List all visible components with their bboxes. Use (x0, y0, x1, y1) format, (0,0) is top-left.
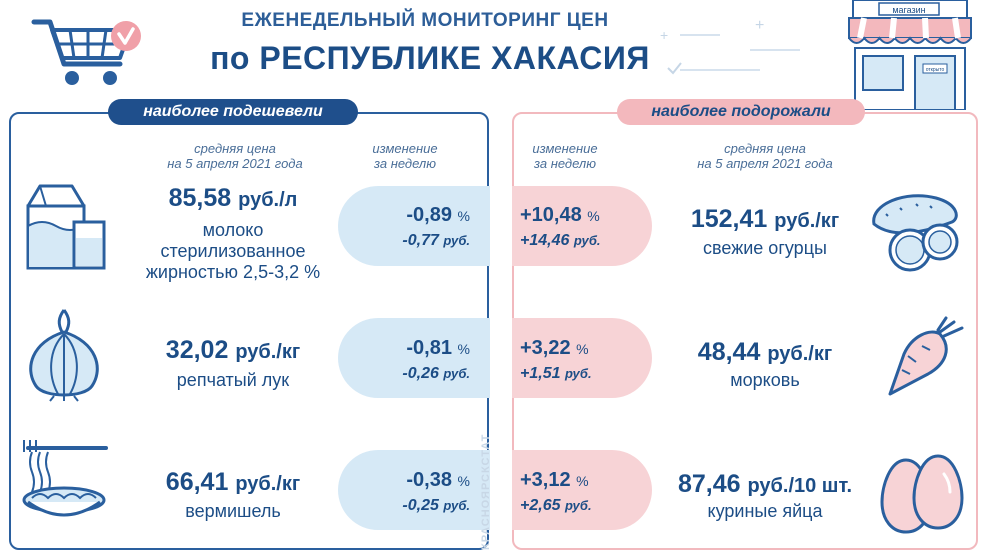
milk-name: молоко стерилизованное жирностью 2,5-3,2… (145, 220, 321, 282)
noodles-price: 66,41 руб./кг (165, 468, 301, 496)
eggs-change-rub: +2,65 руб. (520, 497, 592, 514)
pricier-label: наиболее подорожали (617, 99, 865, 125)
right-col-change-header: изменение за неделю (532, 141, 598, 171)
shop-sign-text: магазин (892, 5, 925, 15)
eggs-name: куриные яйца (707, 501, 823, 521)
eggs-change-bubble (512, 450, 652, 530)
watermark: КРАСНОЯРСКСТАТ (480, 433, 492, 550)
milk-change-bubble (338, 186, 490, 266)
shop-door-sign-text: открыто (926, 67, 945, 73)
eggs-icon (876, 446, 968, 538)
carrot-price: 48,44 руб./кг (697, 338, 833, 366)
left-col-change-header: изменение за неделю (372, 141, 438, 171)
right-col-price-header: средняя цена на 5 апреля 2021 года (697, 141, 833, 171)
decorative-marks: + + (650, 10, 830, 90)
onion-price: 32,02 руб./кг (165, 336, 301, 364)
left-col-price-header: средняя цена на 5 апреля 2021 года (167, 141, 303, 171)
cheaper-label: наиболее подешевели (108, 99, 358, 125)
cucumber-icon (866, 184, 966, 276)
cucumber-name: свежие огурцы (703, 238, 827, 258)
noodles-change-bubble (338, 450, 490, 530)
carrot-name: морковь (730, 370, 800, 390)
onion-change-percent: -0,81 % (406, 337, 470, 359)
noodles-name: вермишель (185, 501, 281, 521)
cucumber-change-bubble (512, 186, 652, 266)
cucumber-price: 152,41 руб./кг (690, 205, 840, 233)
cart-logo-icon (30, 12, 145, 92)
onion-name: репчатый лук (176, 370, 290, 390)
noodles-change-percent: -0,38 % (406, 469, 470, 491)
svg-text:+: + (660, 27, 668, 43)
carrot-change-rub: +1,51 руб. (520, 365, 592, 382)
shop-icon: магазин открыто (845, 0, 975, 111)
noodles-icon (14, 436, 114, 528)
milk-price: 85,58 руб./л (168, 184, 298, 212)
onion-change-bubble (338, 318, 490, 398)
title-line1: ЕЖЕНЕДЕЛЬНЫЙ МОНИТОРИНГ ЦЕН (241, 10, 609, 31)
onion-icon (18, 306, 110, 402)
cucumber-change-rub: +14,46 руб. (520, 232, 601, 249)
cucumber-change-percent: +10,48 % (520, 204, 600, 226)
eggs-price: 87,46 руб./10 шт. (677, 470, 853, 498)
eggs-change-percent: +3,12 % (520, 469, 589, 491)
carrot-icon (882, 316, 968, 402)
milk-change-percent: -0,89 % (406, 204, 470, 226)
title-line2: по РЕСПУБЛИКЕ ХАКАСИЯ (210, 40, 650, 76)
svg-text:+: + (755, 17, 764, 34)
onion-change-rub: -0,26 руб. (402, 365, 470, 382)
milk-icon (16, 180, 112, 276)
noodles-change-rub: -0,25 руб. (402, 497, 470, 514)
milk-change-rub: -0,77 руб. (402, 232, 470, 249)
carrot-change-percent: +3,22 % (520, 337, 589, 359)
carrot-change-bubble (512, 318, 652, 398)
